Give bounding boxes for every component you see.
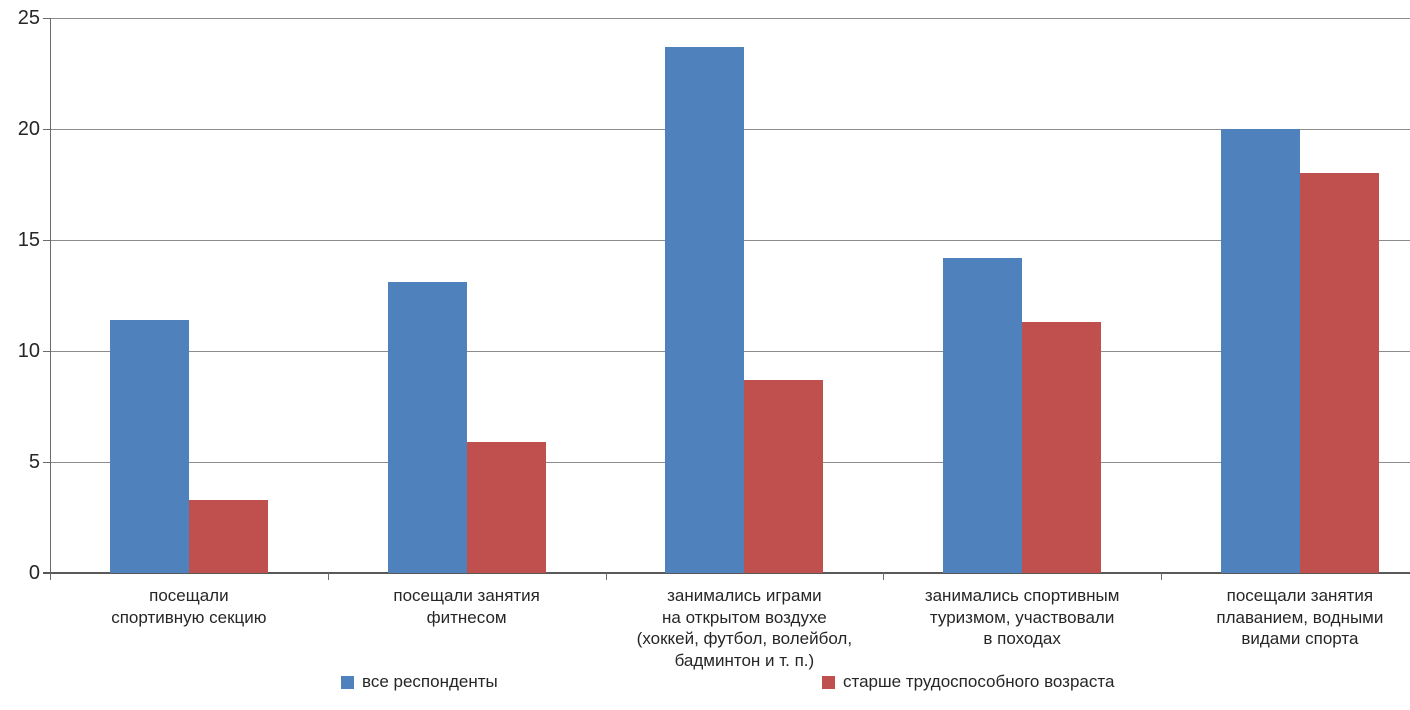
bar-series-0-cat-1 (387, 282, 467, 573)
x-axis-line (43, 572, 1410, 574)
category-label-0: посещали спортивную секцию (111, 586, 267, 627)
bar-series-0-cat-2 (665, 47, 745, 573)
category-label-3: занимались спортивным туризмом, участвов… (924, 586, 1120, 648)
bar-series-1-cat-3 (1022, 322, 1102, 573)
legend-item-1: старше трудоспособного возраста (822, 672, 1114, 692)
legend-swatch-1 (822, 675, 835, 689)
y-tick-15 (43, 239, 50, 241)
bar-series-0-cat-0 (109, 320, 189, 573)
y-axis-tick-label: 0 (28, 562, 40, 584)
bar-series-0-cat-4 (1220, 129, 1300, 573)
y-axis-tick-label: 15 (17, 229, 40, 251)
y-axis-tick-label: 20 (17, 118, 40, 140)
y-axis-line (50, 18, 51, 575)
x-tick-2 (605, 573, 607, 580)
x-tick-1 (327, 573, 329, 580)
legend-item-0: все респонденты (341, 672, 498, 692)
bar-series-1-cat-4 (1299, 173, 1379, 573)
legend-swatch-0 (341, 675, 354, 689)
bar-series-1-cat-0 (188, 500, 268, 573)
category-label-1: посещали занятия фитнесом (393, 586, 540, 627)
bar-series-0-cat-3 (943, 258, 1023, 573)
category-label-2: занимались играми на открытом воздухе (х… (636, 586, 853, 670)
bar-series-1-cat-2 (744, 380, 824, 573)
bar-series-1-cat-1 (466, 442, 546, 573)
y-axis-tick-label: 10 (17, 340, 40, 362)
y-axis-tick-label: 25 (17, 7, 40, 29)
legend-label-0: все респонденты (362, 672, 498, 691)
y-tick-20 (43, 128, 50, 130)
y-axis-tick-label: 5 (28, 451, 40, 473)
y-tick-10 (43, 350, 50, 352)
x-tick-3 (883, 573, 885, 580)
y-tick-5 (43, 461, 50, 463)
x-tick-4 (1161, 573, 1162, 580)
category-label-4: посещали занятия плаванием, водными вида… (1216, 586, 1384, 648)
y-tick-25 (43, 17, 50, 19)
gridline-y-25 (50, 17, 1410, 19)
legend-label-1: старше трудоспособного возраста (843, 672, 1115, 691)
x-tick-0 (50, 573, 51, 580)
